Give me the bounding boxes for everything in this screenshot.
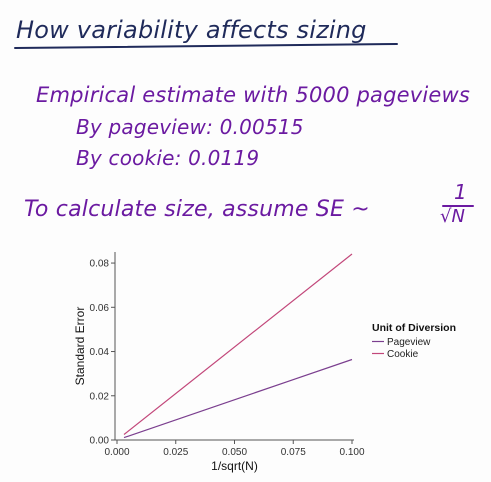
x-tick-label: 0.075 bbox=[281, 447, 306, 458]
x-tick-label: 0.100 bbox=[339, 447, 364, 458]
se-fraction: 1 √N bbox=[438, 180, 480, 230]
x-axis-label: 1/sqrt(N) bbox=[211, 459, 258, 473]
y-tick-label: 0.08 bbox=[90, 259, 110, 270]
notes-title: How variability affects sizing bbox=[16, 16, 367, 44]
legend-label-cookie: Cookie bbox=[387, 349, 419, 360]
notes-line-size-assumption: To calculate size, assume SE ~ bbox=[24, 197, 370, 222]
fraction-denominator: √N bbox=[440, 206, 465, 227]
fraction-bar bbox=[442, 205, 474, 207]
legend-label-pageview: Pageview bbox=[387, 337, 431, 348]
y-tick-label: 0.04 bbox=[90, 347, 110, 358]
x-tick-label: 0.000 bbox=[104, 447, 129, 458]
y-tick-label: 0.00 bbox=[90, 436, 110, 447]
legend-title: Unit of Diversion bbox=[372, 322, 456, 334]
x-tick-label: 0.025 bbox=[163, 447, 188, 458]
series-line-pageview bbox=[123, 358, 353, 439]
x-tick-label: 0.050 bbox=[222, 447, 247, 458]
series-line-cookie bbox=[123, 253, 353, 435]
notes-line-pageview: By pageview: 0.00515 bbox=[76, 115, 304, 139]
y-axis-label: Standard Error bbox=[73, 307, 87, 386]
y-tick-label: 0.02 bbox=[90, 391, 110, 402]
notes-line-cookie: By cookie: 0.0119 bbox=[76, 146, 260, 170]
fraction-numerator: 1 bbox=[454, 180, 467, 204]
notes-line-empirical: Empirical estimate with 5000 pageviews bbox=[36, 83, 471, 107]
y-tick-label: 0.06 bbox=[90, 303, 110, 314]
chart-root: 0.00 0.02 0.04 0.06 0.08 0.000 0.025 0.050 0.075… bbox=[73, 252, 456, 473]
fraction-denominator-n: N bbox=[451, 206, 465, 227]
